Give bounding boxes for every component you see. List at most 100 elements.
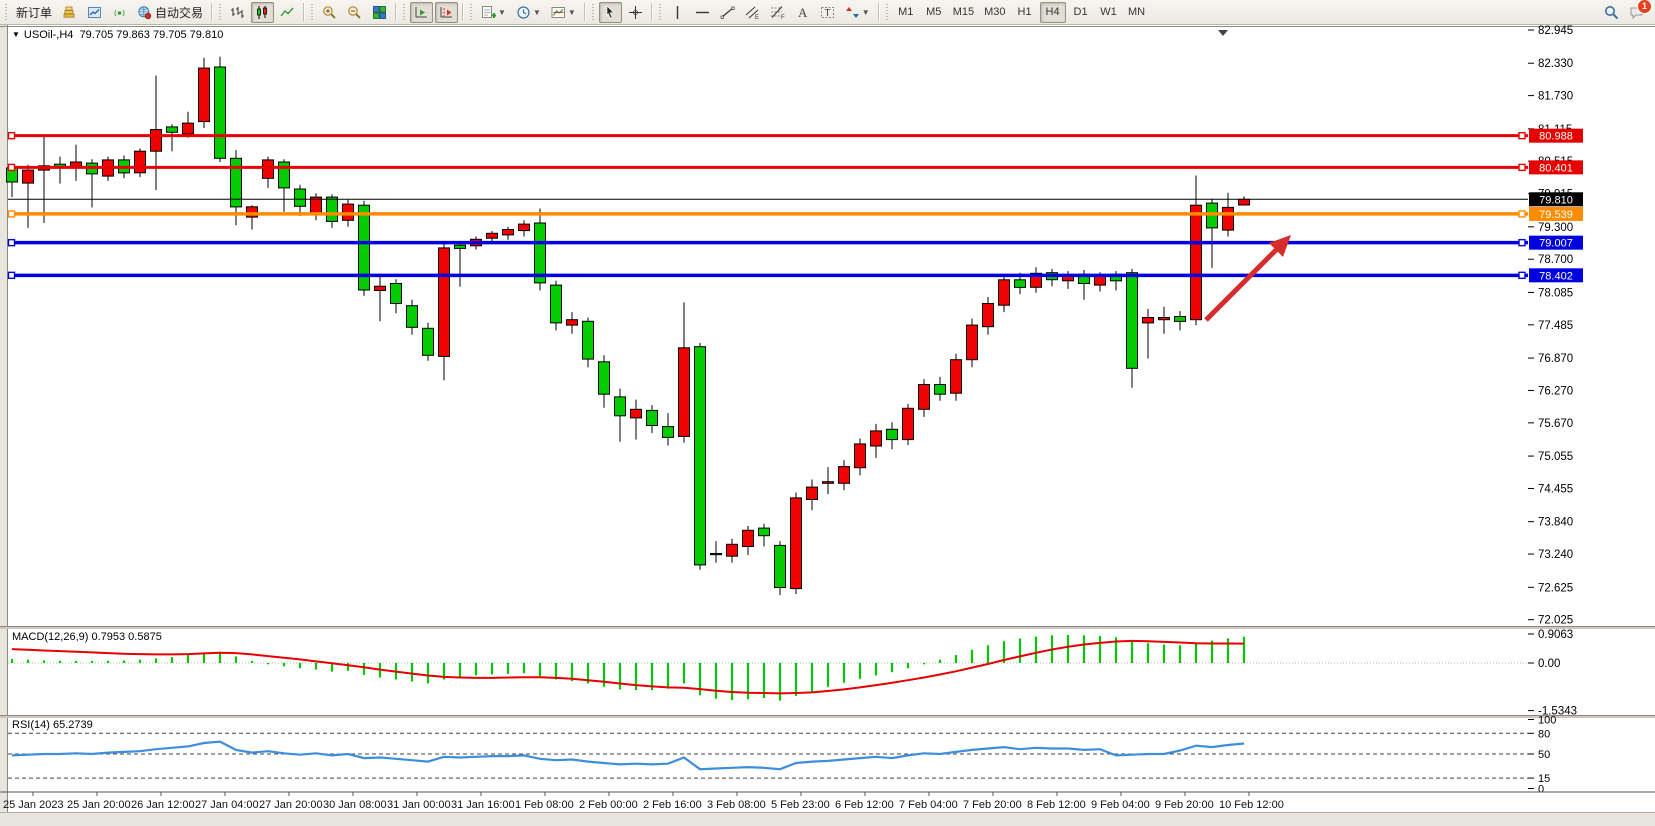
fibonacci-button[interactable]: F: [766, 2, 789, 23]
text-button[interactable]: A: [791, 2, 814, 23]
bar-chart-button[interactable]: [226, 2, 249, 23]
timeframe-m15[interactable]: M15: [952, 6, 975, 18]
toolbar-grip-handle[interactable]: [310, 4, 316, 20]
arrows-icon: [845, 5, 860, 20]
svg-text:T: T: [824, 8, 830, 19]
zoom-in-button[interactable]: [318, 2, 341, 23]
svg-text:0.9063: 0.9063: [1538, 629, 1573, 641]
auto-scroll-button[interactable]: [410, 1, 434, 23]
svg-text:79.007: 79.007: [1539, 238, 1573, 250]
timeframe-h4[interactable]: H4: [1039, 1, 1066, 23]
svg-text:80: 80: [1538, 728, 1550, 740]
svg-text:1 Feb 08:00: 1 Feb 08:00: [515, 799, 574, 811]
new-order-button[interactable]: 新订单: [16, 5, 53, 20]
chevron-down-icon[interactable]: ▼: [498, 7, 506, 17]
notifications-button[interactable]: 1: [1625, 0, 1652, 23]
toolbar-separator: [395, 3, 398, 21]
trend-arrow-object[interactable]: [1204, 235, 1291, 322]
time-axis[interactable]: 25 Jan 2023 25 Jan 20:00 26 Jan 12:00 27 Ja…: [0, 791, 1655, 811]
svg-text:27 Jan 20:00: 27 Jan 20:00: [259, 799, 323, 811]
market-watch-button[interactable]: [58, 2, 81, 23]
new-chart-button[interactable]: ▼: [477, 2, 510, 23]
search-button[interactable]: [1600, 2, 1623, 23]
chart-shift-marker-icon[interactable]: [1218, 30, 1228, 36]
svg-text:0: 0: [1538, 784, 1544, 796]
auto-trading-icon: [137, 5, 152, 20]
chart-menu-triangle-icon[interactable]: ▼: [12, 30, 20, 39]
svg-text:79.300: 79.300: [1538, 222, 1573, 234]
timeframe-mn[interactable]: MN: [1127, 6, 1146, 18]
svg-text:79.810: 79.810: [1539, 194, 1573, 206]
toolbar-grip-handle[interactable]: [657, 4, 663, 20]
toolbar-separator: [877, 3, 880, 21]
svg-text:5 Feb 23:00: 5 Feb 23:00: [771, 799, 830, 811]
toolbar-grip-handle[interactable]: [884, 4, 890, 20]
equidistant-channel-icon: E: [745, 5, 760, 20]
trendline-button[interactable]: [716, 2, 739, 23]
timeframe-d1[interactable]: D1: [1073, 6, 1088, 18]
chevron-down-icon[interactable]: ▼: [532, 7, 541, 17]
market-watch-icon: [62, 5, 77, 20]
new-chart-icon: [481, 5, 497, 20]
zoom-out-icon: [347, 5, 362, 20]
svg-text:78.402: 78.402: [1539, 270, 1573, 282]
svg-text:80.401: 80.401: [1539, 162, 1573, 174]
cursor-button[interactable]: [598, 1, 622, 23]
tile-windows-button[interactable]: [368, 2, 391, 23]
timeframe-h1[interactable]: H1: [1017, 6, 1032, 18]
price-axis[interactable]: 82.94582.33081.73081.11580.51579.91579.3…: [1528, 25, 1573, 627]
timeframe-m30[interactable]: M30: [984, 6, 1006, 18]
indicators-button[interactable]: ▼: [547, 2, 580, 23]
text-label-icon: T: [820, 5, 835, 20]
svg-text:6 Feb 12:00: 6 Feb 12:00: [835, 799, 894, 811]
chart-shift-button[interactable]: [435, 1, 459, 23]
svg-text:A: A: [798, 5, 808, 20]
candlestick-chart-button[interactable]: [251, 1, 275, 23]
horizontal-line-button[interactable]: [691, 2, 714, 23]
chevron-down-icon[interactable]: ▼: [861, 7, 870, 17]
toolbar-grip-handle[interactable]: [402, 4, 408, 20]
data-window-button[interactable]: [83, 2, 106, 23]
svg-text:7 Feb 04:00: 7 Feb 04:00: [899, 799, 958, 811]
svg-text:77.485: 77.485: [1538, 320, 1573, 332]
timeframe-m5[interactable]: M5: [926, 6, 942, 18]
toolbar-separator: [650, 3, 653, 21]
equidistant-channel-button[interactable]: E: [741, 2, 764, 23]
svg-text:79.539: 79.539: [1539, 209, 1573, 221]
svg-text:100: 100: [1538, 715, 1556, 727]
auto-trading-button[interactable]: 自动交易: [133, 2, 207, 23]
arrows-button[interactable]: ▼: [841, 2, 874, 23]
bar-chart-icon: [230, 5, 245, 20]
timeframe-m1[interactable]: M1: [898, 6, 914, 18]
chart-title: ▼ USOil-,H4 79.705 79.863 79.705 79.810: [12, 29, 223, 41]
crosshair-button[interactable]: [624, 2, 647, 23]
periods-button[interactable]: ▼: [512, 2, 545, 23]
text-label-button[interactable]: T: [816, 2, 839, 23]
candlestick-series: [6, 56, 1250, 596]
symbol-period-label: USOil-,H4: [23, 29, 74, 41]
notification-badge: 1: [1637, 0, 1652, 14]
svg-text:75.055: 75.055: [1538, 451, 1573, 463]
chevron-down-icon[interactable]: ▼: [567, 7, 576, 17]
line-chart-button[interactable]: [276, 2, 299, 23]
timeframe-w1[interactable]: W1: [1100, 6, 1117, 18]
candlestick-chart-icon: [255, 5, 270, 20]
svg-text:8 Feb 12:00: 8 Feb 12:00: [1027, 799, 1086, 811]
zoom-out-button[interactable]: [343, 2, 366, 23]
svg-text:72.025: 72.025: [1538, 615, 1573, 627]
indicators-icon: [551, 5, 566, 20]
svg-text:9 Feb 04:00: 9 Feb 04:00: [1091, 799, 1150, 811]
vertical-line-button[interactable]: [666, 2, 689, 23]
bid-price-line: 79.810: [8, 192, 1583, 207]
signals-button[interactable]: [108, 2, 131, 23]
toolbar-separator: [462, 3, 465, 21]
text-icon: A: [795, 5, 810, 20]
svg-text:80.988: 80.988: [1539, 131, 1573, 143]
toolbar-grip-handle[interactable]: [4, 4, 9, 20]
toolbar-grip-handle[interactable]: [218, 4, 224, 20]
toolbar-grip-handle[interactable]: [590, 4, 596, 20]
svg-text:0.00: 0.00: [1538, 658, 1560, 670]
svg-text:9 Feb 20:00: 9 Feb 20:00: [1155, 799, 1214, 811]
toolbar-grip-handle[interactable]: [469, 4, 475, 20]
